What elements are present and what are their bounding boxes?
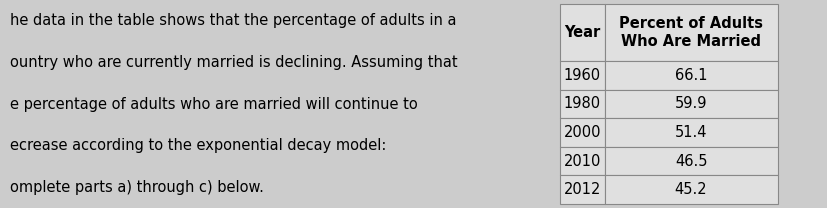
Text: ecrease according to the exponential decay model:: ecrease according to the exponential dec… [10, 138, 386, 153]
Text: e percentage of adults who are married will continue to: e percentage of adults who are married w… [10, 97, 418, 111]
Text: he data in the table shows that the percentage of adults in a: he data in the table shows that the perc… [10, 13, 457, 28]
Text: omplete parts a) through c) below.: omplete parts a) through c) below. [10, 180, 264, 195]
Text: ountry who are currently married is declining. Assuming that: ountry who are currently married is decl… [10, 55, 457, 70]
